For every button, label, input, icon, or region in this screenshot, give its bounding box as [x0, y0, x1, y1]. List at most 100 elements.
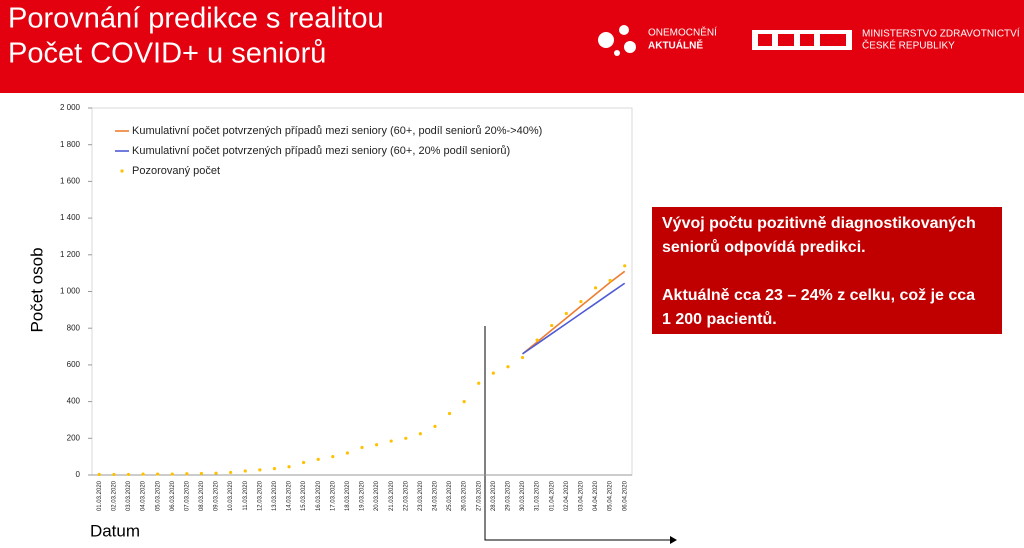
data-point: [345, 451, 350, 455]
data-point: [447, 411, 452, 416]
data-point: [258, 468, 262, 472]
data-point: [243, 469, 247, 473]
y-tick-label: 600: [67, 360, 81, 369]
series-line: [522, 282, 626, 355]
data-point: [287, 465, 291, 469]
data-point: [433, 424, 437, 428]
logo-text: ČESKÉ REPUBLIKY: [862, 39, 955, 52]
logo-text: AKTUÁLNĚ: [648, 39, 703, 52]
data-point: [579, 299, 583, 304]
x-tick-label: 26.03.2020: [462, 480, 468, 511]
data-point: [156, 472, 160, 476]
x-tick-label: 04.03.2020: [141, 480, 147, 511]
x-tick-label: 22.03.2020: [403, 480, 409, 511]
data-point: [331, 455, 335, 459]
y-tick-label: 400: [67, 397, 81, 406]
ministry-logo: [752, 30, 852, 50]
x-tick-label: 23.03.2020: [418, 480, 424, 511]
y-tick-label: 2 000: [60, 103, 81, 112]
annotation-line: [484, 326, 670, 541]
data-point: [374, 443, 379, 447]
x-tick-label: 28.03.2020: [491, 480, 497, 511]
x-tick-label: 15.03.2020: [301, 480, 307, 511]
x-tick-label: 06.04.2020: [622, 480, 628, 511]
legend-label: Pozorovaný počet: [132, 165, 220, 177]
x-tick-label: 20.03.2020: [374, 480, 380, 511]
data-point: [272, 466, 277, 471]
x-tick-label: 02.03.2020: [111, 480, 117, 511]
y-tick-label: 1 600: [60, 177, 81, 186]
data-point: [97, 472, 101, 477]
annotation-arrow: [670, 536, 677, 544]
data-point: [199, 471, 204, 476]
title-line: Porovnání predikce s realitou: [8, 3, 384, 35]
y-tick-label: 1 200: [60, 250, 81, 259]
data-point: [170, 472, 174, 476]
plot-frame: [91, 107, 633, 476]
legend-label: Kumulativní počet potvrzených případů me…: [132, 125, 542, 137]
x-tick-label: 08.03.2020: [199, 480, 205, 511]
x-tick-label: 02.04.2020: [564, 480, 570, 511]
callout-box: [652, 207, 1002, 334]
data-point: [214, 471, 218, 475]
data-point: [608, 278, 612, 283]
callout-text: Aktuálně cca 23 – 24% z celku, což je cc…: [662, 287, 975, 304]
logo-dots: [598, 25, 636, 56]
logo-text: MINISTERSTVO ZDRAVOTNICTVÍ: [862, 27, 1020, 40]
data-point: [593, 286, 598, 290]
data-point: [185, 472, 189, 476]
x-tick-label: 03.03.2020: [126, 480, 132, 511]
data-point: [112, 472, 116, 477]
y-tick-label: 1 800: [60, 140, 81, 149]
title-line: Počet COVID+ u seniorů: [8, 38, 326, 70]
x-tick-label: 05.04.2020: [608, 480, 614, 511]
x-tick-label: 31.03.2020: [535, 480, 541, 511]
y-tick-label: 1 400: [60, 213, 81, 222]
data-point: [623, 264, 627, 268]
legend-swatch: [120, 169, 124, 173]
data-point: [477, 381, 481, 385]
data-point: [491, 371, 495, 375]
y-tick-label: 800: [67, 323, 81, 332]
x-tick-label: 01.03.2020: [97, 480, 103, 511]
x-axis-label: Datum: [90, 521, 140, 540]
data-point: [418, 432, 422, 436]
x-tick-label: 10.03.2020: [228, 480, 234, 511]
x-tick-label: 01.04.2020: [549, 480, 555, 511]
y-axis-label: Počet osob: [27, 247, 46, 332]
data-point: [550, 323, 554, 328]
data-point: [126, 472, 131, 477]
x-tick-label: 14.03.2020: [287, 480, 293, 511]
callout-text: seniorů odpovídá predikci.: [662, 239, 866, 256]
x-tick-label: 05.03.2020: [155, 480, 161, 511]
x-tick-label: 27.03.2020: [476, 480, 482, 511]
x-tick-label: 29.03.2020: [506, 480, 512, 511]
x-tick-label: 03.04.2020: [578, 480, 584, 511]
data-point: [535, 338, 539, 342]
data-point: [360, 445, 364, 450]
data-point: [302, 460, 306, 465]
x-tick-label: 11.03.2020: [243, 480, 249, 510]
x-tick-label: 19.03.2020: [360, 480, 366, 511]
x-tick-label: 13.03.2020: [272, 480, 278, 511]
series-line: [522, 270, 626, 355]
x-tick-label: 17.03.2020: [330, 480, 336, 511]
data-point: [520, 355, 525, 360]
x-tick-label: 24.03.2020: [433, 480, 439, 511]
header-band: [0, 0, 1024, 93]
x-tick-label: 16.03.2020: [316, 480, 322, 511]
data-point: [141, 472, 145, 476]
y-tick-label: 200: [67, 433, 81, 442]
data-point: [229, 470, 233, 475]
x-tick-label: 18.03.2020: [345, 480, 351, 511]
x-tick-label: 07.03.2020: [184, 480, 190, 511]
x-tick-label: 30.03.2020: [520, 480, 526, 511]
x-tick-label: 25.03.2020: [447, 480, 453, 511]
data-point: [564, 311, 568, 316]
data-point: [462, 400, 466, 404]
y-tick-label: 1 000: [60, 287, 81, 296]
callout-text: Vývoj počtu pozitivně diagnostikovaných: [662, 215, 976, 232]
data-point: [316, 457, 320, 462]
data-point: [404, 436, 408, 440]
